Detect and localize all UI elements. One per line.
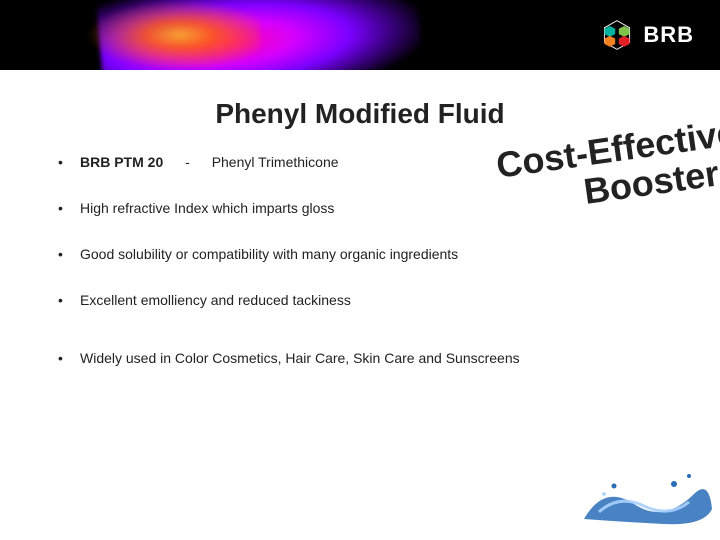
brand-hex-icon [599,17,635,53]
product-name: BRB PTM 20 [80,154,163,170]
list-item: Excellent emolliency and reduced tackine… [40,292,680,308]
list-item: Good solubility or compatibility with ma… [40,246,680,262]
product-chemical-name: Phenyl Trimethicone [212,154,339,170]
product-separator: - [167,154,208,170]
water-splash-icon [574,464,714,534]
brand-name: BRB [643,22,694,48]
brand-logo: BRB [599,17,694,53]
list-item: Widely used in Color Cosmetics, Hair Car… [40,350,680,366]
header-bar: BRB [0,0,720,70]
slide-title: Phenyl Modified Fluid [40,98,680,130]
product-bullet: BRB PTM 20 - Phenyl Trimethicone [40,154,680,170]
slide-content: Phenyl Modified Fluid Cost-Effective Boo… [0,70,720,366]
list-item: High refractive Index which imparts glos… [40,200,680,216]
color-splash-accent [60,0,260,70]
